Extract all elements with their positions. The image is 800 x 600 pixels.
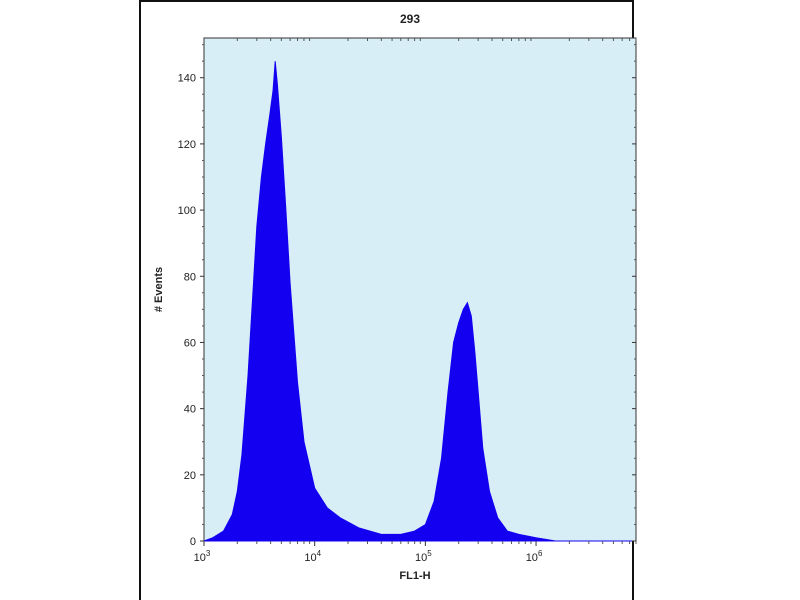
y-tick-label: 60 [184,337,196,349]
y-tick-label: 40 [184,404,196,416]
x-tick-label: 105 [415,549,432,564]
x-axis: 103 104 105 106 [194,38,637,564]
histogram-area [203,61,636,542]
x-tick-label: 106 [526,549,543,564]
x-axis-label: FL1-H [399,570,430,582]
y-tick-label: 0 [190,536,196,548]
x-tick-label: 104 [304,549,321,564]
x-tick-label: 103 [194,549,211,564]
chart-title: 293 [400,12,420,26]
y-axis-label: # Events [153,267,165,312]
y-tick-label: 120 [178,139,196,151]
y-tick-label: 20 [184,470,196,482]
y-tick-label: 140 [178,73,196,85]
y-tick-label: 100 [178,205,196,217]
y-tick-label: 80 [184,271,196,283]
y-axis: 0 20 40 60 80 100 120 140 [178,44,636,548]
